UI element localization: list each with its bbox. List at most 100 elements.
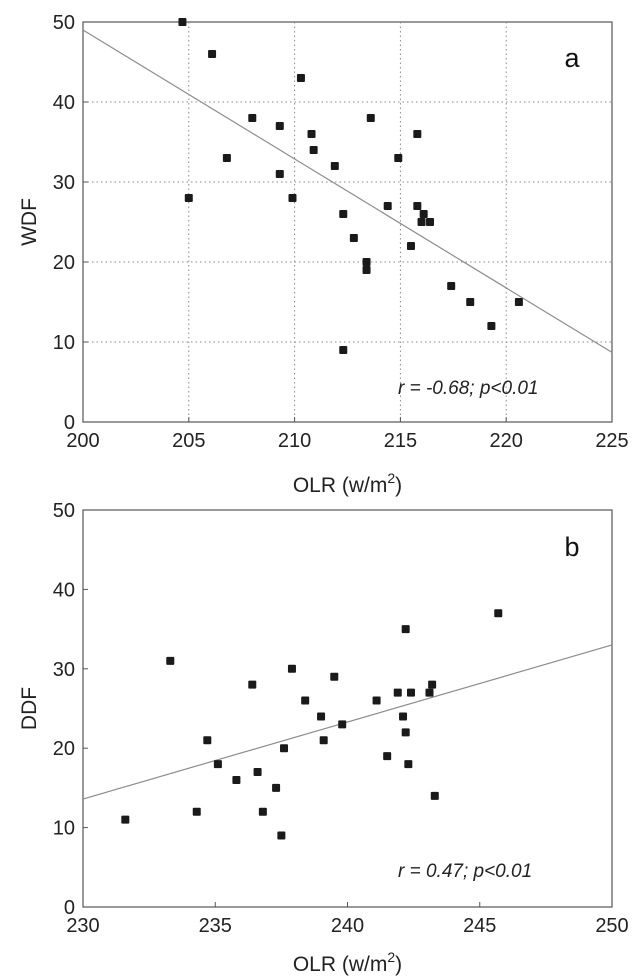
data-point [330, 672, 339, 681]
data-point [258, 807, 267, 816]
data-point [401, 625, 410, 634]
plot-area [82, 509, 613, 908]
data-point [338, 720, 347, 729]
data-point [514, 298, 523, 306]
data-point [447, 282, 456, 290]
x-axis-title: OLR (w/m2) [293, 949, 402, 976]
data-point [399, 712, 408, 721]
data-point [272, 783, 281, 792]
data-point [277, 831, 286, 840]
y-tick-label: 0 [64, 897, 75, 919]
data-point [222, 154, 231, 162]
x-tick-label: 240 [331, 915, 364, 937]
data-point [394, 154, 403, 162]
y-tick-label: 50 [53, 12, 75, 34]
x-tick-label: 200 [66, 430, 99, 452]
data-point [330, 162, 339, 170]
data-point [406, 688, 415, 697]
scatter-panel-b: 230 235 240 245 250 0 10 20 30 40 50 b r = 0.47; p<0… [18, 500, 629, 976]
data-point [309, 146, 318, 154]
y-axis-title: WDF [18, 198, 41, 246]
data-point [275, 170, 284, 178]
y-tick-label: 10 [53, 332, 75, 354]
data-point [425, 688, 434, 697]
data-point [296, 74, 305, 82]
x-tick-label: 245 [463, 915, 496, 937]
data-point [253, 768, 262, 777]
x-tick-label: 210 [278, 430, 311, 452]
x-axis-title-exponent: 2 [387, 949, 395, 965]
y-tick-label: 40 [53, 579, 75, 601]
data-point [430, 791, 439, 800]
data-point [362, 258, 371, 266]
y-tick-label: 30 [53, 172, 75, 194]
scatter-panel-a: 200 205 210 215 220 225 0 10 20 30 40 50 a r = -0.68;… [18, 12, 629, 497]
data-point [401, 728, 410, 737]
y-tick-label: 30 [53, 659, 75, 681]
y-tick-label: 10 [53, 818, 75, 840]
data-point [166, 656, 175, 665]
x-tick-label: 250 [595, 915, 628, 937]
data-point [121, 815, 130, 824]
regression-line [82, 29, 613, 353]
data-point [426, 218, 435, 226]
x-axis-title-main: OLR (w/m [293, 474, 388, 497]
data-point [419, 210, 428, 218]
data-point [494, 609, 503, 618]
data-point [466, 298, 475, 306]
data-point [413, 202, 422, 210]
data-point [317, 712, 326, 721]
data-point [208, 50, 217, 58]
data-point [417, 218, 426, 226]
data-point [413, 130, 422, 138]
data-point [339, 210, 348, 218]
y-tick-label: 50 [53, 500, 75, 522]
data-point [275, 122, 284, 130]
data-point [366, 114, 375, 122]
regression-line [82, 644, 613, 800]
data-point [178, 18, 187, 26]
data-point [213, 760, 222, 769]
x-tick-label: 225 [595, 430, 628, 452]
data-point [280, 744, 289, 753]
data-point [393, 688, 402, 697]
plot-area [82, 21, 613, 423]
x-axis-title-close: ) [395, 474, 402, 497]
y-tick-label: 0 [64, 412, 75, 434]
data-point [203, 736, 212, 745]
data-point [192, 807, 201, 816]
data-point [288, 194, 297, 202]
data-point [319, 736, 328, 745]
data-point [349, 234, 358, 242]
data-point [428, 680, 437, 689]
x-axis-title: OLR (w/m2) [293, 470, 402, 497]
x-axis-title-exponent: 2 [387, 470, 395, 486]
data-point [487, 322, 496, 330]
x-tick-label: 235 [199, 915, 232, 937]
panel-letter: b [564, 532, 579, 562]
x-axis-title-main: OLR (w/m [293, 953, 388, 976]
data-point [248, 680, 257, 689]
data-point [287, 664, 296, 673]
data-point [383, 202, 392, 210]
data-point [307, 130, 316, 138]
y-axis-title: DDF [18, 687, 41, 730]
correlation-annotation: r = -0.68; p<0.01 [398, 378, 539, 399]
data-point [362, 266, 371, 274]
data-point [339, 346, 348, 354]
x-tick-label: 220 [490, 430, 523, 452]
x-tick-label: 215 [384, 430, 417, 452]
x-tick-label: 230 [66, 915, 99, 937]
y-tick-label: 20 [53, 252, 75, 274]
data-point [372, 696, 381, 705]
data-point [184, 194, 193, 202]
data-point [301, 696, 310, 705]
panel-letter: a [564, 43, 580, 73]
data-point [406, 242, 415, 250]
data-point [248, 114, 257, 122]
data-point [383, 752, 392, 761]
data-point [404, 760, 413, 769]
x-tick-label: 205 [172, 430, 205, 452]
y-tick-label: 20 [53, 738, 75, 760]
